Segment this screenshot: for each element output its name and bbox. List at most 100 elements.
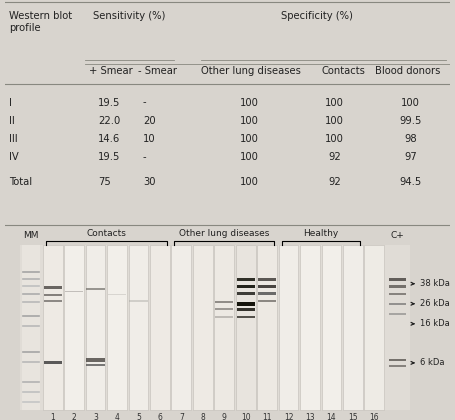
Text: 94.5: 94.5 xyxy=(399,177,421,187)
Text: 99.5: 99.5 xyxy=(399,116,421,126)
Text: 100: 100 xyxy=(240,177,259,187)
Bar xyxy=(86,358,105,362)
Bar xyxy=(258,292,276,295)
Bar xyxy=(215,316,233,318)
Text: Contacts: Contacts xyxy=(321,66,365,76)
Text: 75: 75 xyxy=(98,177,111,187)
Text: 14.6: 14.6 xyxy=(98,134,121,144)
Text: 16 kDa: 16 kDa xyxy=(420,319,450,328)
Text: 26 kDa: 26 kDa xyxy=(420,299,450,308)
Bar xyxy=(258,285,276,288)
Text: 92: 92 xyxy=(328,177,341,187)
Text: Blood donors: Blood donors xyxy=(374,66,440,76)
Bar xyxy=(389,278,406,281)
Text: 100: 100 xyxy=(325,116,344,126)
Text: III: III xyxy=(9,134,18,144)
Bar xyxy=(20,244,410,410)
Bar xyxy=(258,300,276,302)
Text: Sensitivity (%): Sensitivity (%) xyxy=(93,11,166,21)
Text: 7: 7 xyxy=(179,413,184,420)
Text: Contacts: Contacts xyxy=(86,228,126,238)
Bar xyxy=(86,244,106,410)
Bar xyxy=(389,359,406,361)
Bar xyxy=(44,361,62,365)
Text: + Smear: + Smear xyxy=(89,66,133,76)
Bar xyxy=(86,364,105,366)
Text: 10: 10 xyxy=(143,134,156,144)
Bar xyxy=(389,293,406,295)
Bar xyxy=(343,244,363,410)
Text: 4: 4 xyxy=(115,413,120,420)
Text: C+: C+ xyxy=(391,231,404,240)
Text: 100: 100 xyxy=(325,97,344,108)
Bar xyxy=(43,244,63,410)
Bar xyxy=(257,244,277,410)
Bar xyxy=(237,278,255,281)
Text: 98: 98 xyxy=(404,134,417,144)
Bar xyxy=(258,278,276,281)
Text: 3: 3 xyxy=(93,413,98,420)
Text: 100: 100 xyxy=(325,134,344,144)
Text: Western blot
profile: Western blot profile xyxy=(9,11,72,33)
Bar xyxy=(322,244,341,410)
Bar xyxy=(387,244,408,410)
Text: 6 kDa: 6 kDa xyxy=(420,358,445,368)
Text: 14: 14 xyxy=(327,413,336,420)
Bar xyxy=(129,300,147,302)
Text: 16: 16 xyxy=(369,413,379,420)
Text: 6: 6 xyxy=(157,413,162,420)
Text: Total: Total xyxy=(9,177,32,187)
Text: I: I xyxy=(9,97,12,108)
Bar xyxy=(389,286,406,288)
Bar xyxy=(300,244,320,410)
Text: 15: 15 xyxy=(348,413,358,420)
Bar xyxy=(107,244,127,410)
Text: 8: 8 xyxy=(200,413,205,420)
Bar xyxy=(215,308,233,310)
Text: 100: 100 xyxy=(240,97,259,108)
Bar xyxy=(389,365,406,367)
Bar xyxy=(278,244,298,410)
Bar xyxy=(389,313,406,315)
Bar xyxy=(65,291,83,292)
Bar xyxy=(214,244,234,410)
Bar xyxy=(364,244,384,410)
Text: 100: 100 xyxy=(240,116,259,126)
Bar xyxy=(172,244,191,410)
Bar xyxy=(237,285,255,289)
Bar xyxy=(237,308,255,311)
Bar xyxy=(64,244,84,410)
Text: Healthy: Healthy xyxy=(303,228,339,238)
Text: 10: 10 xyxy=(241,413,250,420)
Bar xyxy=(108,294,126,296)
Bar xyxy=(237,315,255,318)
Text: IV: IV xyxy=(9,152,19,162)
Bar xyxy=(129,244,148,410)
Bar xyxy=(150,244,170,410)
Bar xyxy=(44,294,62,296)
Bar xyxy=(236,244,256,410)
Text: -: - xyxy=(143,97,147,108)
Text: 19.5: 19.5 xyxy=(98,97,121,108)
Text: Other lung diseases: Other lung diseases xyxy=(201,66,301,76)
Text: 1: 1 xyxy=(51,413,55,420)
Bar xyxy=(237,292,255,295)
Bar xyxy=(215,300,233,303)
Text: 13: 13 xyxy=(305,413,315,420)
Text: 2: 2 xyxy=(72,413,76,420)
Text: 100: 100 xyxy=(240,134,259,144)
Text: 5: 5 xyxy=(136,413,141,420)
Bar xyxy=(86,288,105,290)
Bar xyxy=(44,300,62,302)
Text: 100: 100 xyxy=(401,97,420,108)
Text: 12: 12 xyxy=(284,413,293,420)
Text: 9: 9 xyxy=(222,413,227,420)
Text: MM: MM xyxy=(23,231,39,240)
Text: 38 kDa: 38 kDa xyxy=(420,279,450,288)
Text: 97: 97 xyxy=(404,152,417,162)
Text: 30: 30 xyxy=(143,177,155,187)
Bar xyxy=(389,303,406,305)
Text: - Smear: - Smear xyxy=(138,66,177,76)
Text: 22.0: 22.0 xyxy=(98,116,121,126)
Text: II: II xyxy=(9,116,15,126)
